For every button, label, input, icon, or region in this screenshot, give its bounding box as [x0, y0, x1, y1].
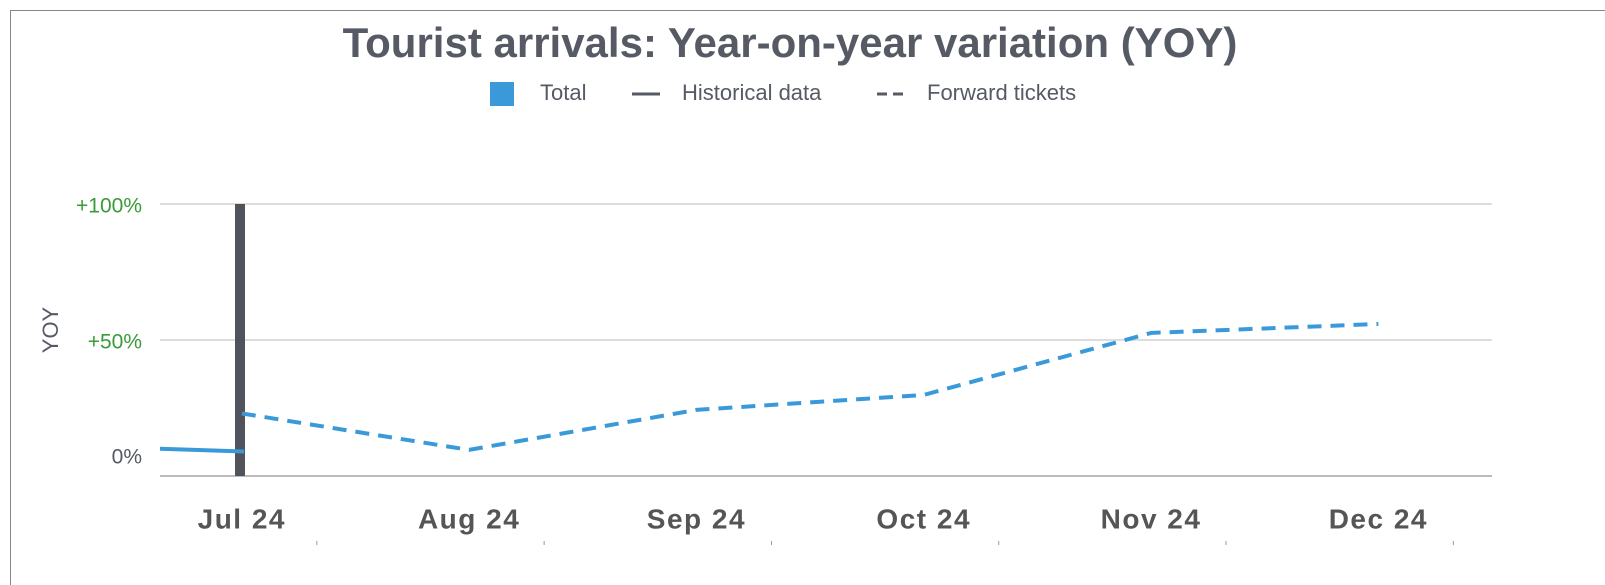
x-tick-label: Dec 24	[1329, 503, 1428, 534]
series-line	[159, 446, 245, 454]
legend: Total Historical data Forward tickets	[490, 80, 1076, 106]
x-tick-label: Nov 24	[1101, 503, 1202, 534]
y-tick-label: +100%	[76, 195, 142, 218]
chart-title: Tourist arrivals: Year-on-year variation…	[343, 19, 1238, 66]
series-line	[241, 321, 1379, 452]
y-tick-label: +50%	[88, 331, 142, 354]
x-tick-label: Jul 24	[198, 503, 286, 534]
legend-label: Forward tickets	[927, 80, 1076, 105]
legend-swatch	[490, 82, 514, 106]
frame	[10, 10, 1605, 585]
legend-label: Total	[540, 80, 586, 105]
x-tick-label: Sep 24	[647, 503, 746, 534]
x-tick-label: Aug 24	[418, 503, 520, 534]
x-tick-label: Oct 24	[876, 503, 971, 534]
y-tick-label: 0%	[112, 446, 142, 469]
legend-label: Historical data	[682, 80, 822, 105]
y-axis-label: YOY	[38, 306, 63, 353]
